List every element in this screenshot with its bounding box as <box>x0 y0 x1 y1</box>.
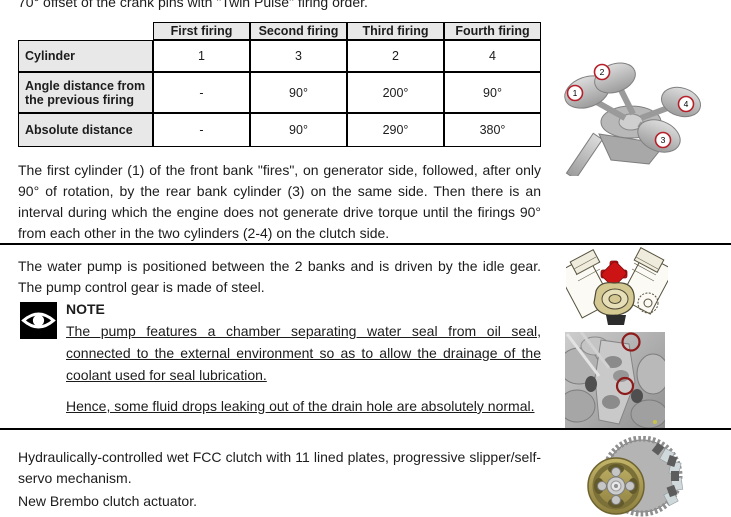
firing-order-table: First firing Second firing Third firing … <box>18 22 541 147</box>
table-cell: 3 <box>250 40 347 72</box>
table-cell: 4 <box>444 40 541 72</box>
section-divider-1 <box>0 243 731 245</box>
engine-block-image <box>558 331 670 429</box>
crankshaft-pistons-image: 1 2 3 4 <box>553 48 715 180</box>
table-cell: 1 <box>153 40 250 72</box>
col-header-second-firing: Second firing <box>250 22 347 40</box>
table-cell: 2 <box>347 40 444 72</box>
row-label-angle-distance: Angle distance from the previous firing <box>18 72 153 113</box>
intro-line: 70° offset of the crank pins with "Twin … <box>18 0 368 10</box>
table-cell: 380° <box>444 113 541 147</box>
note-eye-icon <box>20 302 57 339</box>
callout-1: 1 <box>573 88 578 98</box>
note-title: NOTE <box>66 301 105 317</box>
table-cell: - <box>153 72 250 113</box>
callout-2: 2 <box>600 67 605 77</box>
table-cell: 90° <box>444 72 541 113</box>
table-corner-cell <box>18 22 153 40</box>
firing-paragraph: The first cylinder (1) of the front bank… <box>18 162 541 241</box>
note-paragraph-1: The pump features a chamber separating w… <box>66 323 541 383</box>
row-label-cylinder: Cylinder <box>18 40 153 72</box>
note-paragraph-2: Hence, some fluid drops leaking out of t… <box>66 398 535 414</box>
col-header-fourth-firing: Fourth firing <box>444 22 541 40</box>
table-cell: 200° <box>347 72 444 113</box>
col-header-third-firing: Third firing <box>347 22 444 40</box>
water-pump-paragraph: The water pump is positioned between the… <box>18 258 541 295</box>
col-header-first-firing: First firing <box>153 22 250 40</box>
callout-3: 3 <box>661 135 666 145</box>
table-cell: 90° <box>250 113 347 147</box>
table-cell: 90° <box>250 72 347 113</box>
note-block: NOTE The pump features a chamber separat… <box>66 301 541 417</box>
section-divider-2 <box>0 428 731 430</box>
water-pump-diagram-image <box>557 247 675 331</box>
table-cell: - <box>153 113 250 147</box>
row-label-absolute-distance: Absolute distance <box>18 113 153 147</box>
clutch-image <box>578 435 706 517</box>
clutch-actuator-paragraph: New Brembo clutch actuator. <box>18 493 197 509</box>
clutch-paragraph: Hydraulically-controlled wet FCC clutch … <box>18 449 541 486</box>
callout-4: 4 <box>684 99 689 109</box>
table-cell: 290° <box>347 113 444 147</box>
